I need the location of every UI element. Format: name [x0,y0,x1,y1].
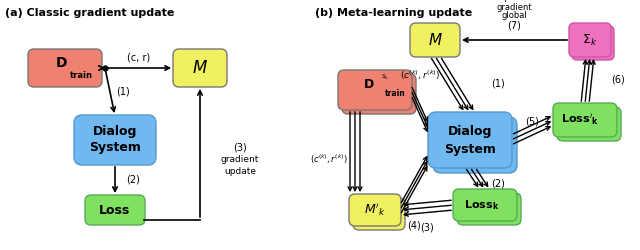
Text: update: update [499,0,529,2]
FancyBboxPatch shape [557,107,621,141]
FancyBboxPatch shape [572,26,614,60]
Text: System: System [89,142,141,154]
Text: (c, r): (c, r) [127,53,150,63]
Text: System: System [444,142,496,156]
FancyBboxPatch shape [353,198,405,230]
Text: Dialog: Dialog [93,126,137,138]
Text: Loss: Loss [99,204,131,216]
FancyBboxPatch shape [433,117,517,173]
Text: (3): (3) [233,143,247,153]
Text: global: global [501,12,527,20]
Text: $\mathit{M}$: $\mathit{M}$ [428,32,442,48]
Text: (2): (2) [126,175,140,185]
Text: (2): (2) [491,178,505,188]
FancyBboxPatch shape [74,115,156,165]
FancyBboxPatch shape [338,70,412,110]
Text: (4): (4) [407,220,421,230]
FancyBboxPatch shape [342,74,416,114]
Text: $\mathbf{D}$: $\mathbf{D}$ [363,78,375,90]
Text: $\mathit{M'_k}$: $\mathit{M'_k}$ [364,202,386,218]
Text: train: train [70,72,93,80]
Text: (7): (7) [507,21,521,31]
Text: (5): (5) [525,117,539,127]
FancyBboxPatch shape [457,193,521,225]
FancyBboxPatch shape [85,195,145,225]
Text: $(c^{(k)},r^{(k)})$: $(c^{(k)},r^{(k)})$ [310,152,348,166]
FancyBboxPatch shape [428,112,512,168]
Text: $\mathbf{D}$: $\mathbf{D}$ [54,56,67,70]
Text: update: update [224,168,256,176]
Text: $\mathbf{Loss'_k}$: $\mathbf{Loss'_k}$ [561,112,599,128]
FancyBboxPatch shape [173,49,227,87]
Text: train: train [385,90,405,98]
Text: (a) Classic gradient update: (a) Classic gradient update [5,8,174,18]
Text: $\mathbf{Loss_k}$: $\mathbf{Loss_k}$ [464,198,500,212]
FancyBboxPatch shape [410,23,460,57]
Text: gradient: gradient [221,156,259,164]
Text: gradient: gradient [496,2,532,12]
Text: (1): (1) [116,87,130,97]
Text: Dialog: Dialog [448,124,492,138]
Text: (b) Meta-learning update: (b) Meta-learning update [315,8,472,18]
Text: $\mathit{M}$: $\mathit{M}$ [192,59,208,77]
FancyBboxPatch shape [553,103,617,137]
FancyBboxPatch shape [349,194,401,226]
Text: (1): (1) [491,79,505,89]
Text: $(c^{(k)},r^{(k)})$: $(c^{(k)},r^{(k)})$ [400,68,440,82]
Text: (3): (3) [420,222,434,232]
FancyBboxPatch shape [569,23,611,57]
FancyBboxPatch shape [28,49,102,87]
Text: $\Sigma_k$: $\Sigma_k$ [582,32,598,48]
FancyBboxPatch shape [453,189,517,221]
Text: $^{S_k}$: $^{S_k}$ [381,74,389,82]
Text: (6): (6) [611,75,625,85]
